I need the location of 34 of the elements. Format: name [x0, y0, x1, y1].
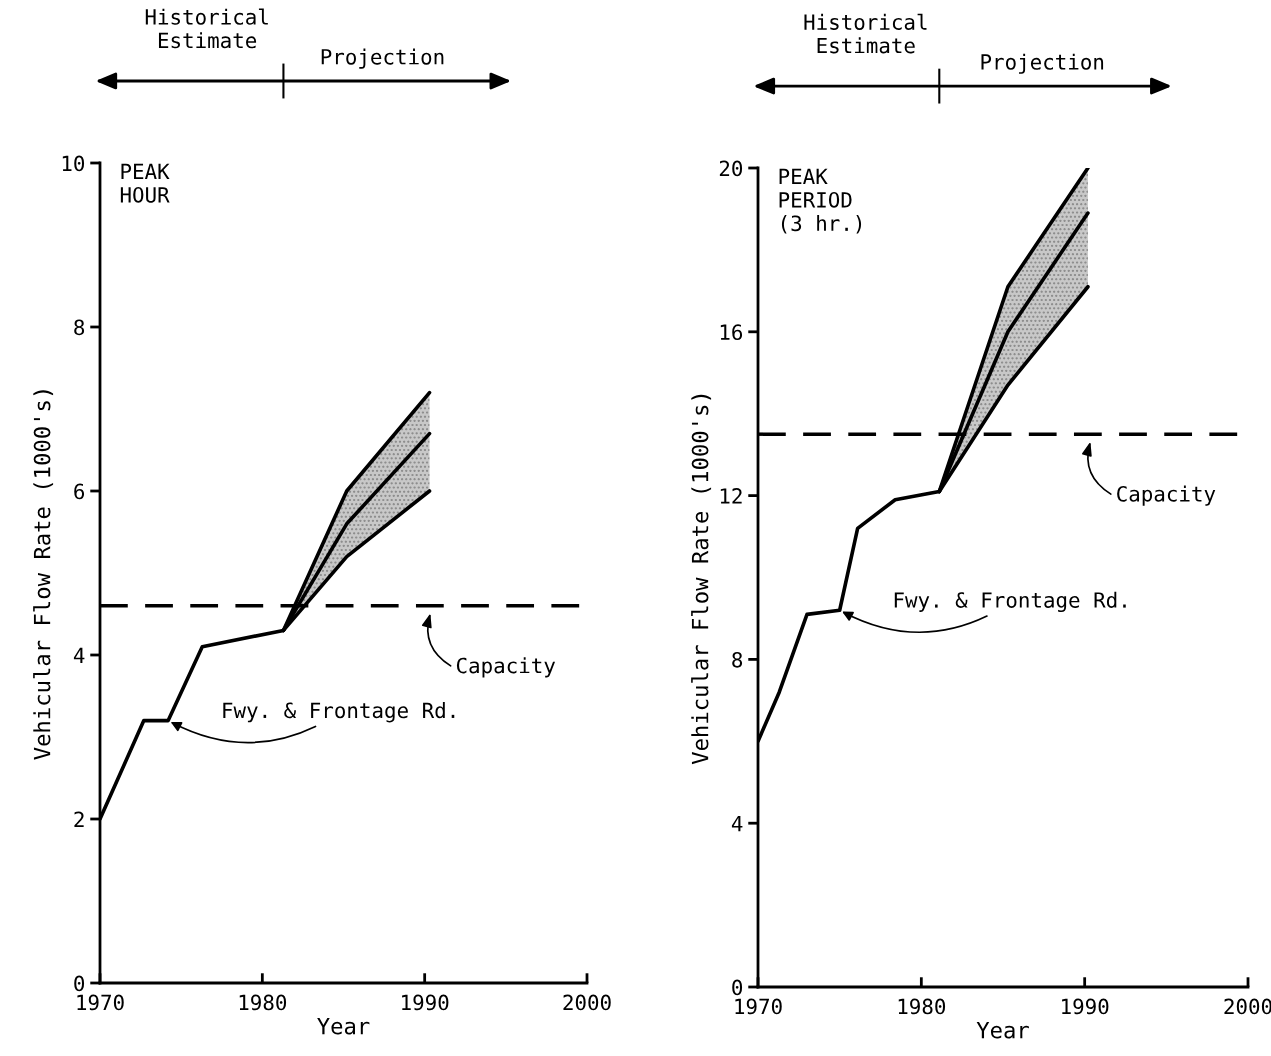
text: Projection [321, 48, 444, 69]
text: Historical Estimate [145, 8, 268, 49]
ref-line-label: Capacity [1117, 485, 1216, 506]
x-tick-label: 1970 [77, 994, 124, 1011]
y-tick-label: 6 [74, 483, 85, 500]
annotation: Fwy. & Frontage Rd. [894, 591, 1126, 613]
y-tick-label: 8 [732, 651, 743, 668]
y-tick-label: 2 [74, 811, 84, 827]
y-tick-label: 4 [731, 815, 743, 832]
y-tick-label: 8 [74, 319, 85, 336]
y-axis-title: Vehicular Flow Rate (1000's) [691, 394, 712, 765]
text: Projection [981, 53, 1104, 74]
y-tick-label: 0 [732, 979, 743, 996]
y-tick-label: 12 [720, 488, 742, 504]
x-tick-label: 2000 [563, 994, 611, 1011]
x-tick-label: 1980 [239, 994, 287, 1011]
annotation: PEAK PERIOD (3 hr.) [779, 168, 862, 234]
x-tick-label: 1970 [735, 998, 782, 1015]
x-tick-label: 1990 [1062, 998, 1109, 1015]
x-axis-title: Year [976, 1021, 1029, 1039]
ref-line-label: Capacity [456, 657, 556, 678]
annotation: Fwy. & Frontage Rd. [223, 702, 455, 723]
y-axis-title: Vehicular Flow Rate (1000's) [33, 390, 54, 760]
y-tick-label: 20 [719, 160, 743, 177]
y-tick-label: 0 [74, 975, 85, 992]
text: Historical Estimate [804, 13, 927, 54]
x-axis-title: Year [317, 1017, 370, 1035]
annotation: PEAK HOUR [120, 163, 170, 203]
y-tick-label: 4 [73, 647, 85, 663]
x-tick-label: 1980 [898, 998, 946, 1015]
x-tick-label: 1990 [402, 994, 449, 1011]
y-tick-label: 10 [62, 155, 85, 172]
y-tick-label: 16 [720, 324, 743, 341]
x-tick-label: 2000 [1224, 998, 1271, 1015]
